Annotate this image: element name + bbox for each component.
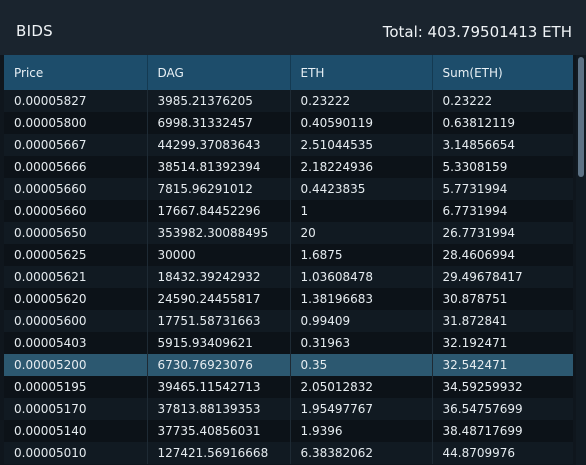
cell-sum-eth: 44.8709976 (442, 446, 516, 460)
cell-dag: 5915.93409621 (147, 332, 291, 354)
cell-sum-eth: 5.7731994 (442, 182, 508, 196)
cell-dag: 39465.11542713 (147, 376, 291, 398)
cell-dag: 37735.40856031 (147, 420, 291, 442)
cell-eth: 0.99409 (290, 310, 433, 332)
cell-eth: 0.4423835 (290, 178, 433, 200)
cell-eth: 0.40590119 (290, 112, 433, 134)
table-row[interactable]: 0.00005621 18432.39242932 1.03608478 29.496… (4, 266, 573, 288)
cell-eth: 2.18224936 (290, 156, 433, 178)
cell-eth: 0.35 (290, 354, 433, 376)
cell-sum-eth: 0.23222 (442, 94, 493, 108)
table-header-row: Price DAG ETH Sum(ETH) (4, 55, 573, 90)
cell-sum-eth: 36.54757699 (442, 402, 523, 416)
cell-dag: 7815.96291012 (147, 178, 291, 200)
table-row[interactable]: 0.00005195 39465.11542713 2.05012832 34.592… (4, 376, 573, 398)
table-row[interactable]: 0.00005666 38514.81392394 2.18224936 5.3308… (4, 156, 573, 178)
cell-dag: 37813.88139353 (147, 398, 291, 420)
cell-sum-eth: 0.63812119 (442, 116, 516, 130)
cell-price: 0.00005195 (4, 376, 148, 398)
cell-dag: 24590.24455817 (147, 288, 291, 310)
cell-sum-eth: 26.7731994 (442, 226, 516, 240)
cell-price: 0.00005625 (4, 244, 148, 266)
cell-dag: 17667.84452296 (147, 200, 291, 222)
cell-eth: 1 (290, 200, 433, 222)
cell-sum-eth: 32.542471 (442, 358, 508, 372)
cell-eth: 2.51044535 (290, 134, 433, 156)
cell-price: 0.00005403 (4, 332, 148, 354)
cell-sum-eth: 32.192471 (442, 336, 508, 350)
cell-eth: 1.9396 (290, 420, 433, 442)
cell-eth: 1.38196683 (290, 288, 433, 310)
cell-eth: 1.03608478 (290, 266, 433, 288)
panel-header: BIDS Total: 403.79501413 ETH (0, 0, 586, 55)
cell-price: 0.00005200 (4, 354, 148, 376)
cell-price: 0.00005667 (4, 134, 148, 156)
cell-sum-eth: 28.4606994 (442, 248, 516, 262)
table-row[interactable]: 0.00005827 3985.21376205 0.23222 0.23222 (4, 90, 573, 112)
cell-price: 0.00005650 (4, 222, 148, 244)
cell-eth: 1.6875 (290, 244, 433, 266)
cell-price: 0.00005660 (4, 178, 148, 200)
table-row[interactable]: 0.00005660 17667.84452296 1 6.7731994 (4, 200, 573, 222)
cell-price: 0.00005170 (4, 398, 148, 420)
cell-price: 0.00005600 (4, 310, 148, 332)
cell-dag: 353982.30088495 (147, 222, 291, 244)
cell-sum-eth: 5.3308159 (442, 160, 508, 174)
cell-dag: 127421.56916668 (147, 442, 291, 464)
bids-table: Price DAG ETH Sum(ETH) 0.00005827 3985.21… (4, 55, 573, 464)
table-row[interactable]: 0.00005650 353982.30088495 20 26.7731994 (4, 222, 573, 244)
cell-dag: 18432.39242932 (147, 266, 291, 288)
cell-price: 0.00005800 (4, 112, 148, 134)
table-row[interactable]: 0.00005200 6730.76923076 0.35 32.542471 (4, 354, 573, 376)
cell-sum-eth: 30.878751 (442, 292, 508, 306)
cell-dag: 3985.21376205 (147, 90, 291, 112)
cell-dag: 6730.76923076 (147, 354, 291, 376)
table-row[interactable]: 0.00005625 30000 1.6875 28.4606994 (4, 244, 573, 266)
table-row[interactable]: 0.00005660 7815.96291012 0.4423835 5.773199… (4, 178, 573, 200)
cell-dag: 30000 (147, 244, 291, 266)
cell-price: 0.00005666 (4, 156, 148, 178)
table-row[interactable]: 0.00005800 6998.31332457 0.40590119 0.63812… (4, 112, 573, 134)
column-header-eth[interactable]: ETH (290, 55, 433, 90)
table-row[interactable]: 0.00005620 24590.24455817 1.38196683 30.878… (4, 288, 573, 310)
cell-eth: 6.38382062 (290, 442, 433, 464)
cell-price: 0.00005660 (4, 200, 148, 222)
cell-eth: 20 (290, 222, 433, 244)
cell-sum-eth: 6.7731994 (442, 204, 508, 218)
total-eth-label: Total: 403.79501413 ETH (382, 23, 572, 41)
cell-sum-eth: 38.48717699 (442, 424, 523, 438)
cell-sum-eth: 31.872841 (442, 314, 508, 328)
panel-title: BIDS (16, 22, 53, 40)
cell-dag: 17751.58731663 (147, 310, 291, 332)
cell-eth: 0.23222 (290, 90, 433, 112)
scrollbar-thumb[interactable] (578, 57, 584, 177)
cell-price: 0.00005827 (4, 90, 148, 112)
scrollbar-track[interactable] (576, 55, 586, 465)
cell-price: 0.00005621 (4, 266, 148, 288)
cell-price: 0.00005010 (4, 442, 148, 464)
cell-eth: 0.31963 (290, 332, 433, 354)
table-row[interactable]: 0.00005170 37813.88139353 1.95497767 36.547… (4, 398, 573, 420)
column-header-price[interactable]: Price (4, 55, 148, 90)
table-body: 0.00005827 3985.21376205 0.23222 0.23222 0.0… (4, 90, 573, 464)
table-row[interactable]: 0.00005667 44299.37083643 2.51044535 3.1485… (4, 134, 573, 156)
cell-eth: 2.05012832 (290, 376, 433, 398)
table-row[interactable]: 0.00005600 17751.58731663 0.99409 31.872841 (4, 310, 573, 332)
cell-sum-eth: 3.14856654 (442, 138, 516, 152)
cell-sum-eth: 29.49678417 (442, 270, 523, 284)
table-row[interactable]: 0.00005010 127421.56916668 6.38382062 44.87… (4, 442, 573, 464)
cell-sum-eth: 34.59259932 (442, 380, 523, 394)
column-header-sum-eth[interactable]: Sum(ETH) (442, 65, 503, 80)
table-row[interactable]: 0.00005140 37735.40856031 1.9396 38.4871769… (4, 420, 573, 442)
cell-price: 0.00005620 (4, 288, 148, 310)
cell-dag: 6998.31332457 (147, 112, 291, 134)
bids-table-container: Price DAG ETH Sum(ETH) 0.00005827 3985.21… (4, 55, 573, 465)
table-row[interactable]: 0.00005403 5915.93409621 0.31963 32.192471 (4, 332, 573, 354)
cell-dag: 38514.81392394 (147, 156, 291, 178)
column-header-dag[interactable]: DAG (147, 55, 291, 90)
cell-price: 0.00005140 (4, 420, 148, 442)
cell-eth: 1.95497767 (290, 398, 433, 420)
cell-dag: 44299.37083643 (147, 134, 291, 156)
